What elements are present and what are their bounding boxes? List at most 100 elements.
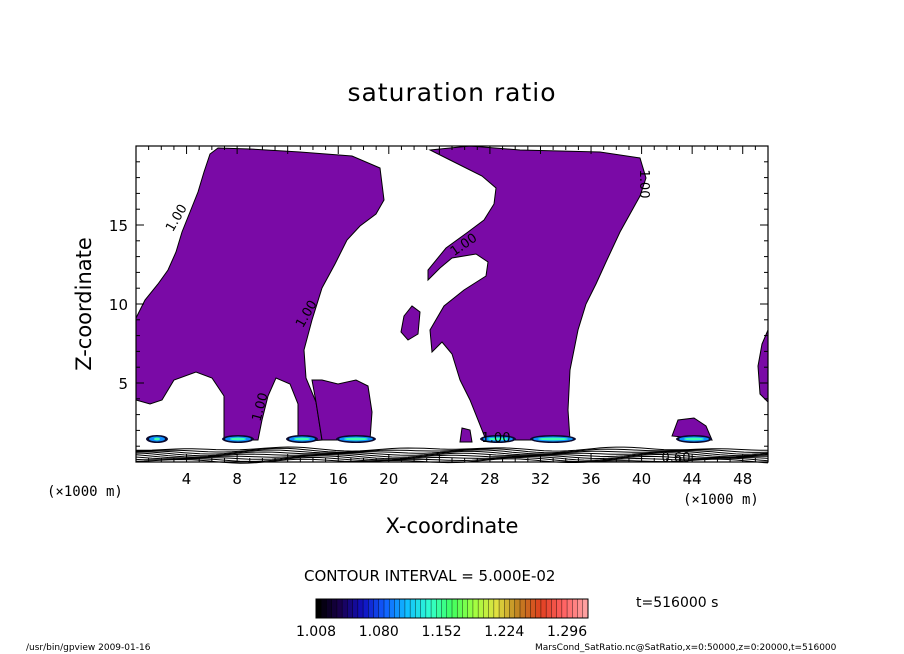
patch-x32-core	[538, 437, 568, 441]
colorbar-band	[321, 599, 327, 618]
surface-contour-line	[135, 454, 768, 460]
colorbar-band	[509, 599, 516, 618]
contour-label: 0.60	[662, 451, 691, 466]
x-tick-label: 48	[733, 470, 752, 488]
surface-contour-line	[135, 456, 769, 462]
colorbar-band	[457, 599, 463, 618]
colorbar-band	[467, 599, 474, 618]
colorbar-tick-label: 1.008	[296, 624, 336, 640]
colorbar-band	[389, 599, 395, 618]
colorbar-band	[452, 599, 458, 618]
colorbar-band	[530, 599, 537, 618]
colorbar-band	[368, 599, 375, 618]
colorbar-band	[373, 599, 380, 618]
colorbar-band	[384, 599, 390, 618]
x-tick-label: 40	[632, 470, 651, 488]
x-unit-label-right: (×1000 m)	[683, 492, 759, 508]
surface-contour-line	[135, 455, 769, 461]
colorbar-band	[535, 599, 542, 618]
colorbar-band	[493, 599, 500, 618]
colorbar-band	[399, 599, 406, 618]
colorbar-band	[514, 599, 521, 618]
colorbar-band	[520, 599, 526, 618]
patch-x13-core	[294, 437, 310, 441]
colorbar-band	[488, 599, 495, 618]
footer-data-source: MarsCond_SatRatio.nc@SatRatio,x=0:50000,…	[535, 643, 837, 653]
colorbar-band	[499, 599, 505, 618]
colorbar-band	[582, 599, 589, 618]
region-left-lower-lobe	[311, 379, 373, 441]
colorbar-band	[420, 599, 427, 618]
colorbar-band	[561, 599, 568, 618]
colorbar-band	[436, 599, 443, 618]
x-tick-label: 4	[182, 470, 192, 488]
surface-contour-line	[135, 450, 769, 457]
colorbar: 1.008 1.080 1.152 1.224 1.296	[296, 598, 589, 640]
colorbar-tick-label: 1.224	[484, 624, 524, 640]
colorbar-band	[394, 599, 401, 618]
colorbar-band	[462, 599, 469, 618]
x-tick-label: 8	[232, 470, 242, 488]
patch-x44-core	[684, 437, 704, 441]
colorbar-band	[425, 599, 432, 618]
surface-contour-line	[135, 446, 768, 452]
colorbar-band	[540, 599, 547, 618]
contour-interval-label: CONTOUR INTERVAL = 5.000E-02	[304, 567, 556, 585]
colorbar-band	[577, 599, 584, 618]
colorbar-band	[336, 599, 343, 618]
patch-x8-core	[230, 437, 246, 441]
surface-contour-line	[135, 447, 769, 454]
colorbar-band	[410, 599, 416, 618]
x-tick-label: 36	[581, 470, 600, 488]
x-tick-label: 32	[531, 470, 550, 488]
colorbar-band	[326, 599, 333, 618]
colorbar-band	[472, 599, 479, 618]
surface-contour-line	[135, 449, 769, 455]
x-tick-label: 12	[278, 470, 297, 488]
colorbar-band	[441, 599, 448, 618]
x-tick-label: 16	[329, 470, 348, 488]
surface-contour-line	[135, 452, 769, 458]
contour-label: 1.00	[250, 391, 272, 423]
x-unit-label-left: (×1000 m)	[47, 484, 123, 500]
colorbar-band	[357, 599, 364, 618]
x-tick-label: 44	[683, 470, 702, 488]
x-tick-label: 28	[480, 470, 499, 488]
colorbar-band	[316, 599, 322, 618]
colorbar-band	[551, 599, 558, 618]
colorbar-band	[331, 599, 338, 618]
region-small-blob	[400, 305, 421, 341]
colorbar-band	[363, 599, 369, 618]
time-label: t=516000 s	[636, 595, 719, 611]
colorbar-band	[504, 599, 511, 618]
colorbar-band	[431, 599, 437, 618]
x-tick-label: 20	[379, 470, 398, 488]
y-tick-label: 10	[109, 296, 128, 314]
colorbar-band	[347, 599, 354, 618]
colorbar-band	[483, 599, 490, 618]
colorbar-band	[525, 599, 531, 618]
region-left-plume	[135, 147, 385, 443]
y-tick-label: 5	[118, 375, 128, 393]
colorbar-band	[567, 599, 573, 618]
low-level-colored-patches	[146, 435, 712, 443]
colorbar-frame	[315, 598, 589, 619]
colorbar-band	[478, 599, 484, 618]
x-axis-ticks: 4 8 12 16 20 24 28 32 36 40 44 48	[148, 146, 756, 488]
colorbar-tick-label: 1.296	[547, 624, 587, 640]
colorbar-tick-label: 1.080	[359, 624, 399, 640]
y-axis-ticks: 5 10 15	[109, 161, 768, 447]
region-bump-28	[459, 427, 473, 443]
colorbar-band	[342, 599, 348, 618]
contour-label: 1.00	[482, 431, 511, 446]
footer-program-date: /usr/bin/gpview 2009-01-16	[26, 643, 151, 653]
supersaturated-regions	[135, 145, 769, 443]
contour-label: 1.00	[636, 170, 651, 199]
patch-x2-core	[154, 437, 160, 441]
x-tick-label: 24	[430, 470, 449, 488]
colorbar-band	[572, 599, 579, 618]
x-axis-label: X-coordinate	[385, 514, 519, 538]
chart-title: saturation ratio	[347, 78, 557, 107]
colorbar-band	[415, 599, 422, 618]
